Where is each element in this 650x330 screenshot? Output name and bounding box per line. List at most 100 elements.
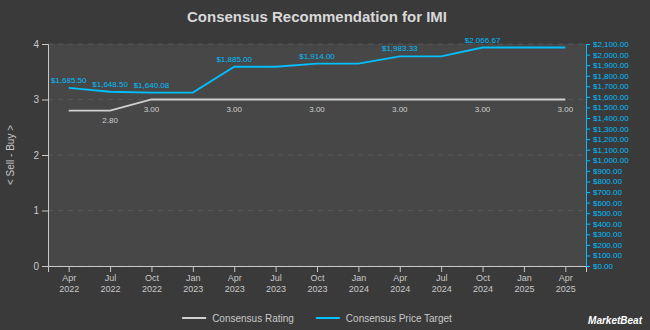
- data-label: 3.00: [475, 105, 491, 114]
- grid-line: [48, 210, 586, 211]
- y2-tick-label: $1,900.00: [593, 61, 629, 70]
- x-tick-label: Oct2022: [142, 273, 162, 293]
- data-label: $1,640.08: [134, 81, 170, 90]
- y2-tick-mark: [586, 213, 590, 214]
- y2-tick: $900.00: [586, 167, 622, 176]
- title: Consensus Recommendation for IMI: [187, 8, 447, 25]
- y2-tick: $400.00: [586, 220, 622, 229]
- y2-tick-mark: [586, 245, 590, 246]
- y2-tick-label: $600.00: [593, 199, 622, 208]
- data-label: 3.00: [226, 105, 242, 114]
- x-tick-label: Jan2025: [514, 273, 534, 293]
- y-tick-label: 2: [33, 150, 39, 161]
- x-tick: Apr2023: [225, 266, 245, 294]
- legend-item: Consensus Price Target: [316, 313, 452, 324]
- y2-tick: $1,800.00: [586, 72, 629, 81]
- x-tick: Jul2022: [101, 266, 121, 294]
- y2-tick-label: $1,800.00: [593, 72, 629, 81]
- y-tick: 4: [33, 39, 48, 50]
- legend-label: Consensus Price Target: [346, 313, 452, 324]
- x-tick: Apr2025: [556, 266, 576, 294]
- y2-tick-mark: [586, 76, 590, 77]
- y2-tick-mark: [586, 224, 590, 225]
- y-tick-mark: [42, 266, 48, 267]
- y2-tick-label: $1,300.00: [593, 125, 629, 134]
- y2-tick-mark: [586, 55, 590, 56]
- y2-tick: $1,100.00: [586, 146, 629, 155]
- x-axis-line: [49, 267, 587, 273]
- y2-tick: $1,300.00: [586, 125, 629, 134]
- y2-tick-mark: [586, 255, 590, 256]
- x-tick-mark: [193, 266, 194, 272]
- watermark: MarketBeat: [588, 315, 643, 326]
- y2-tick-mark: [586, 150, 590, 151]
- y2-tick-label: $1,100.00: [593, 146, 629, 155]
- x-tick-mark: [483, 266, 484, 272]
- y-tick-mark: [42, 44, 48, 45]
- y-axis-line: [42, 45, 49, 267]
- data-label: $1,885.00: [216, 55, 252, 64]
- y2-tick: $200.00: [586, 241, 622, 250]
- y-tick-label: 4: [33, 39, 39, 50]
- y2-tick-mark: [586, 107, 590, 108]
- y2-tick-label: $100.00: [593, 251, 622, 260]
- y2-axis-line: [587, 45, 591, 267]
- x-tick-mark: [441, 266, 442, 272]
- x-tick: Oct2024: [473, 266, 493, 294]
- y-tick-mark: [42, 100, 48, 101]
- x-tick-label: Oct2024: [473, 273, 493, 293]
- data-label: $2,066.67: [465, 36, 501, 45]
- x-tick-label: Jul2022: [101, 273, 121, 293]
- data-labels: 2.803.003.003.003.003.003.00$1,685.50$1,…: [51, 36, 574, 125]
- y2-tick-label: $1,200.00: [593, 135, 629, 144]
- y-tick: 2: [33, 150, 48, 161]
- x-tick-label: Apr2023: [225, 273, 245, 293]
- y2-axis: $0.00$100.00$200.00$300.00$400.00$500.00…: [586, 40, 629, 271]
- plot-background: [48, 44, 586, 266]
- y-tick: 0: [33, 261, 48, 272]
- x-tick: Oct2022: [142, 266, 162, 294]
- x-tick: Apr2024: [390, 266, 410, 294]
- x-tick: Jan2024: [349, 266, 369, 294]
- y2-tick-label: $1,500.00: [593, 103, 629, 112]
- y-tick: 1: [33, 205, 48, 216]
- y2-tick-label: $1,000.00: [593, 156, 629, 165]
- x-tick-mark: [110, 266, 111, 272]
- x-tick: Oct2023: [307, 266, 327, 294]
- y2-tick-mark: [586, 86, 590, 87]
- y2-tick-mark: [586, 171, 590, 172]
- data-label: 3.00: [144, 105, 160, 114]
- marks: [69, 48, 566, 111]
- grid: [48, 44, 586, 266]
- legend-item: Consensus Rating: [182, 313, 294, 324]
- y2-tick: $1,900.00: [586, 61, 629, 70]
- x-tick-mark: [358, 266, 359, 272]
- y2-tick-mark: [586, 129, 590, 130]
- x-tick-label: Jan2024: [349, 273, 369, 293]
- legend-label: Consensus Rating: [212, 313, 294, 324]
- data-label: 3.00: [558, 105, 574, 114]
- y2-tick: $700.00: [586, 188, 622, 197]
- x-tick-label: Jul2024: [432, 273, 452, 293]
- y2-tick: $1,200.00: [586, 135, 629, 144]
- legend-swatch: [316, 317, 340, 319]
- y2-tick-mark: [586, 65, 590, 66]
- data-label: 3.00: [392, 105, 408, 114]
- data-label: $1,648.50: [92, 80, 128, 89]
- y2-tick-label: $400.00: [593, 220, 622, 229]
- x-tick-label: Oct2023: [307, 273, 327, 293]
- y2-tick-mark: [586, 234, 590, 235]
- y2-tick: $1,400.00: [586, 114, 629, 123]
- y2-tick: $1,000.00: [586, 156, 629, 165]
- grid-line: [48, 44, 586, 45]
- y2-tick-label: $700.00: [593, 188, 622, 197]
- y2-tick-label: $300.00: [593, 230, 622, 239]
- y2-tick: $600.00: [586, 199, 622, 208]
- data-label: 2.80: [102, 116, 118, 125]
- y2-tick-label: $0.00: [593, 262, 614, 271]
- x-tick: Apr2022: [59, 266, 79, 294]
- x-tick-mark: [524, 266, 525, 272]
- x-tick-label: Apr2024: [390, 273, 410, 293]
- legend-swatch: [182, 317, 206, 319]
- x-tick-mark: [565, 266, 566, 272]
